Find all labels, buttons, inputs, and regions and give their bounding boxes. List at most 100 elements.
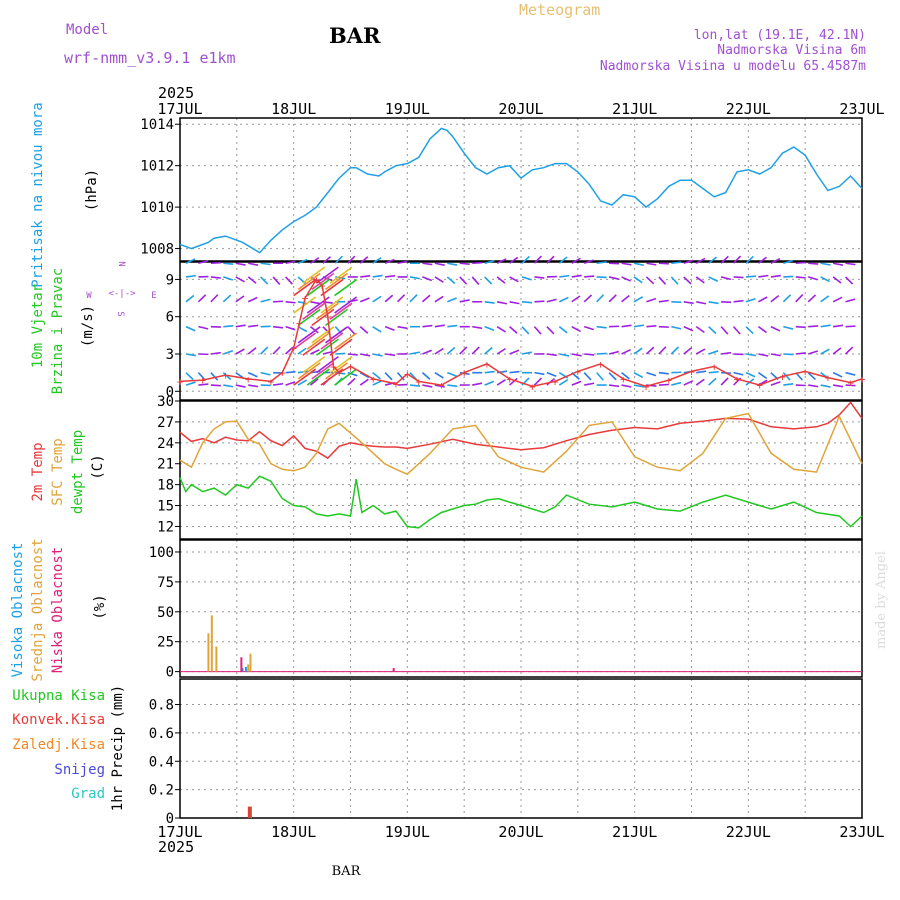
wind-barb: [670, 346, 680, 355]
wind-barb: [621, 348, 631, 355]
wind-barb: [322, 350, 333, 355]
wind-barb: [708, 276, 719, 282]
temp-axis-label-2: SFC Temp: [50, 438, 66, 505]
series-line-2m-temp: [179, 401, 863, 460]
wind-arrow: [320, 278, 344, 297]
wind-barb: [235, 384, 246, 388]
wind-barb: [832, 276, 842, 284]
wind-barb: [783, 275, 794, 278]
wind-barb: [409, 351, 420, 355]
wind-barb: [484, 276, 493, 285]
wind-barb: [272, 346, 281, 355]
wind-barb: [509, 370, 520, 374]
panel-wind: 0 3 6 9 + + + + + + + + + + + + + + + + + + + + + + + + + + + + + + + + + + + +…: [166, 255, 866, 401]
wind-barb: [185, 274, 197, 278]
precip-legend: Ukupna Kisa Konvek.Kisa Zaledj.Kisa Snij…: [12, 688, 105, 802]
wind-barb: [757, 371, 768, 380]
model-label: Model: [66, 22, 108, 38]
model-elevation-label: Nadmorska Visina u modelu 65.4587m: [600, 59, 866, 74]
wind-barb: [546, 255, 555, 264]
wind-barb: [559, 274, 570, 278]
wind-barb: [223, 324, 234, 328]
bottom-date-label: 17JUL: [157, 823, 202, 841]
y-tick-label: 18: [157, 478, 174, 494]
cloud-axis-label-1: Visoka Oblacnost: [10, 543, 26, 678]
y-tick-label: 12: [157, 519, 174, 535]
pressure-unit-label: (hPa): [84, 169, 100, 211]
wind-barb: [509, 256, 519, 264]
wind-barb: [633, 296, 644, 303]
wind-arrow: [311, 362, 335, 380]
wind-barb: [596, 352, 607, 355]
wind-barb: [484, 300, 495, 304]
wind-speed-marker: +: [620, 373, 627, 386]
wind-barb: [583, 372, 592, 381]
wind-barb: [558, 296, 569, 303]
elevation-label: Nadmorska Visina 6m: [717, 43, 866, 58]
wind-barb: [571, 353, 582, 357]
wind-speed-marker: +: [802, 365, 809, 378]
cloud-unit-label: (%): [92, 594, 108, 619]
wind-barb: [198, 325, 209, 330]
wind-barb: [621, 294, 630, 303]
chart-title: Meteogram: [519, 1, 600, 19]
wind-barb: [334, 326, 343, 335]
wind-barb: [310, 300, 321, 305]
wind-barb: [807, 372, 816, 381]
wind-barb: [347, 353, 358, 356]
wind-arrow: [293, 296, 317, 314]
wind-barb: [459, 276, 468, 285]
legend-snow: Snijeg: [54, 762, 105, 778]
top-date-label: 18JUL: [271, 100, 316, 118]
wind-speed-marker: +: [438, 379, 445, 392]
wind-barb: [434, 324, 445, 328]
wind-speed-marker: +: [404, 368, 411, 381]
wind-barb: [197, 294, 207, 303]
wind-barb: [546, 353, 557, 357]
wind-barb: [658, 299, 669, 303]
wind-barb: [683, 347, 693, 355]
y-tick-label: 15: [157, 499, 174, 515]
wind-barb: [708, 300, 719, 305]
wind-speed-marker: +: [643, 380, 650, 393]
wind-barb: [384, 372, 393, 381]
wind-speed-marker: +: [268, 375, 275, 388]
wind-barb: [758, 296, 768, 303]
wind-barb: [447, 371, 457, 377]
wind-barb: [757, 256, 767, 264]
compass-west: W: [86, 291, 92, 301]
wind-barb: [633, 347, 643, 355]
wind-barb: [720, 276, 732, 281]
wind-barb: [372, 380, 383, 386]
footer-station: BAR: [332, 864, 362, 879]
wind-arrow: [302, 356, 326, 374]
wind-barb: [845, 262, 856, 266]
y-tick-label: 21: [157, 457, 174, 473]
wind-barb: [372, 274, 383, 278]
wind-arrow: [329, 302, 353, 320]
panel-frame: [179, 117, 863, 262]
y-tick-label: 0: [166, 665, 174, 681]
y-tick-label: 24: [157, 436, 174, 452]
wind-barb: [459, 299, 470, 303]
wind-arrow: [325, 272, 348, 290]
wind-arrow: [302, 302, 326, 320]
series-line-dewpt-temp: [179, 475, 863, 529]
wind-barb: [571, 325, 581, 333]
wind-speed-marker: +: [370, 373, 377, 386]
y-tick-label: 1014: [140, 117, 174, 133]
wind-barb: [446, 276, 456, 285]
wind-barb: [820, 295, 830, 303]
wind-arrow: [306, 278, 330, 297]
bottom-time-labels: 17JUL 18JUL 19JUL 20JUL 21JUL 22JUL 23JUL: [157, 823, 884, 841]
wind-barb: [808, 262, 819, 265]
panels: 1008 1010 1012 1014 0 3 6 9 + + + + + + + + + + + + + + + + + + + +…: [140, 117, 865, 827]
wind-barb: [434, 384, 445, 388]
wind-speed-marker: +: [222, 369, 229, 382]
bar-visoka-oblacnost: [244, 666, 247, 672]
wind-barb: [695, 378, 705, 386]
bar-niska-oblacnost: [392, 668, 395, 672]
wind-barb: [223, 276, 234, 281]
cloud-axis-label-2: Srednja Oblacnost: [30, 538, 46, 681]
